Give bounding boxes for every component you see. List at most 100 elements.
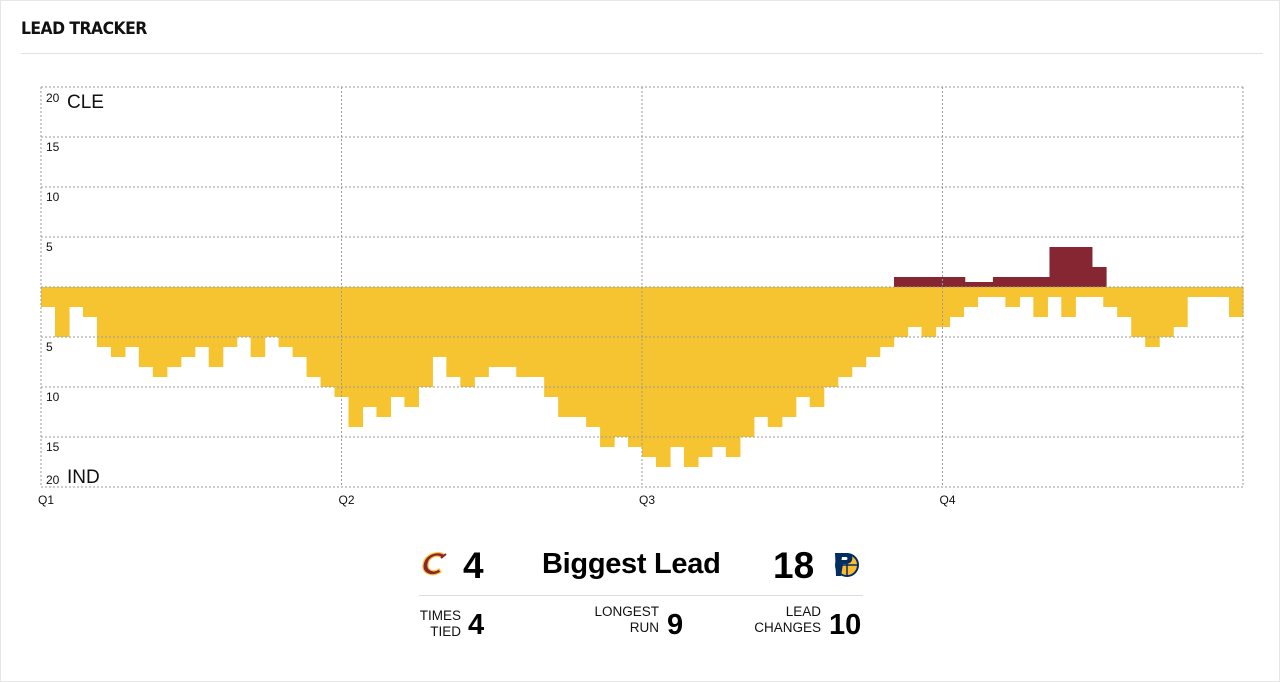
ind-lead-bar [264, 287, 280, 337]
cle-lead-bar [992, 277, 1008, 287]
ind-lead-bar [334, 287, 350, 397]
ind-lead-bar [1047, 287, 1062, 297]
ind-lead-bar [544, 287, 559, 397]
ind-lead-bar [628, 287, 643, 447]
cle-lead-bar [936, 277, 952, 287]
cle-lead-bar [922, 277, 937, 287]
ind-lead-bar [320, 287, 336, 387]
ind-lead-bar [180, 287, 196, 357]
ind-lead-bar [711, 287, 727, 447]
y-tick-label: 15 [46, 440, 60, 454]
pacers-logo-icon [835, 553, 859, 577]
ind-lead-bar [977, 287, 993, 297]
ind-lead-bar [68, 287, 84, 307]
cle-lead-bar [1049, 247, 1065, 287]
biggest-lead-label: Biggest Lead [542, 548, 721, 580]
cle-lead-bar [1063, 247, 1079, 287]
ind-lead-bar [208, 287, 224, 367]
ind-lead-bar [851, 287, 867, 367]
ind-lead-bar [1061, 287, 1076, 317]
ind-lead-bar [572, 287, 587, 417]
ind-lead-bar [949, 287, 965, 317]
ind-lead-bar [138, 287, 154, 367]
x-tick-label: Q1 [38, 493, 54, 507]
widget-title: LEAD TRACKER [21, 19, 147, 39]
longest-run-label: LONGEST RUN [594, 604, 659, 635]
ind-lead-bar [432, 287, 447, 357]
x-tick-label: Q3 [639, 493, 655, 507]
y-tick-label: 10 [46, 390, 60, 404]
ind-lead-bar [474, 287, 489, 377]
ind-lead-bar [124, 287, 140, 347]
ind-lead-bar [781, 287, 797, 417]
ind-lead-bar [1117, 287, 1132, 317]
ind-lead-bar [376, 287, 392, 417]
ind-lead-bar [1187, 287, 1202, 297]
ind-lead-bar [460, 287, 475, 387]
ind-lead-bar [795, 287, 811, 397]
ind-lead-bar [697, 287, 713, 457]
ind-lead-bar [991, 287, 1006, 297]
ind-lead-bar [767, 287, 783, 427]
title-divider [21, 53, 1263, 54]
ind-lead-bar [236, 287, 252, 337]
y-tick-label: 5 [46, 340, 53, 354]
ind-lead-bar [879, 287, 895, 347]
cle-lead-bar [1077, 247, 1093, 287]
y-tick-label: 10 [46, 190, 60, 204]
cle-lead-bar [894, 277, 909, 287]
ind-lead-bar [516, 287, 531, 377]
longest-run-value: 9 [667, 609, 684, 641]
ind-lead-bar [1005, 287, 1020, 307]
y-tick-label: 5 [46, 240, 53, 254]
ind-lead-bar [837, 287, 853, 377]
ind-lead-bar [600, 287, 615, 447]
cle-axis-label: CLE [67, 92, 104, 113]
ind-lead-bar [558, 287, 573, 417]
ind-lead-bar [963, 287, 979, 307]
ind-lead-bar [1089, 287, 1104, 297]
ind-lead-bar [530, 287, 545, 377]
x-tick-label: Q2 [339, 493, 355, 507]
ind-lead-bar [809, 287, 825, 407]
ind-lead-bar [404, 287, 419, 407]
lead-changes-label: LEAD CHANGES [754, 604, 821, 635]
cle-lead-bar [908, 277, 923, 287]
ind-lead-bar [194, 287, 210, 347]
ind-lead-bar [1033, 287, 1048, 317]
ind-lead-bar [614, 287, 629, 437]
cle-lead-bar [1021, 277, 1036, 287]
ind-lead-bar [41, 287, 56, 307]
ind-lead-bar [1201, 287, 1216, 297]
ind-lead-bar [446, 287, 461, 377]
lead-tracker-chart: 20 15 10 5 5 10 15 20 CLE IND Q1 Q2 Q3 Q4 [38, 86, 1244, 507]
ind-lead-bar [110, 287, 126, 357]
ind-lead-bar [753, 287, 769, 417]
ind-lead-bar [54, 287, 70, 337]
ind-lead-bar [1229, 287, 1244, 317]
ind-lead-bar [669, 287, 685, 447]
cle-lead-bar [1007, 277, 1022, 287]
ind-lead-bar [586, 287, 601, 427]
ind-lead-bar [152, 287, 168, 377]
ind-lead-bar [1103, 287, 1118, 307]
summary-panel: 4 Biggest Lead 18 TIMES TIED 4 LONGEST RUN… [419, 541, 863, 651]
ind-lead-bar [739, 287, 755, 437]
ind-lead-bar [655, 287, 671, 467]
ind-lead-bar [292, 287, 308, 357]
times-tied-label: TIMES TIED [419, 608, 461, 639]
cle-lead-bar [950, 277, 966, 287]
cle-lead-bar [1091, 267, 1107, 287]
ind-lead-bar [1075, 287, 1090, 297]
ind-lead-bar [642, 287, 657, 457]
times-tied-value: 4 [468, 609, 485, 641]
home-biggest-lead: 4 [463, 545, 484, 586]
ind-axis-label: IND [67, 467, 100, 488]
ind-lead-bar [278, 287, 294, 347]
ind-lead-bar [306, 287, 322, 377]
ind-lead-bar [222, 287, 238, 347]
cle-lead-bar [1035, 277, 1051, 287]
ind-lead-bar [502, 287, 517, 367]
lead-changes-value: 10 [829, 609, 862, 641]
